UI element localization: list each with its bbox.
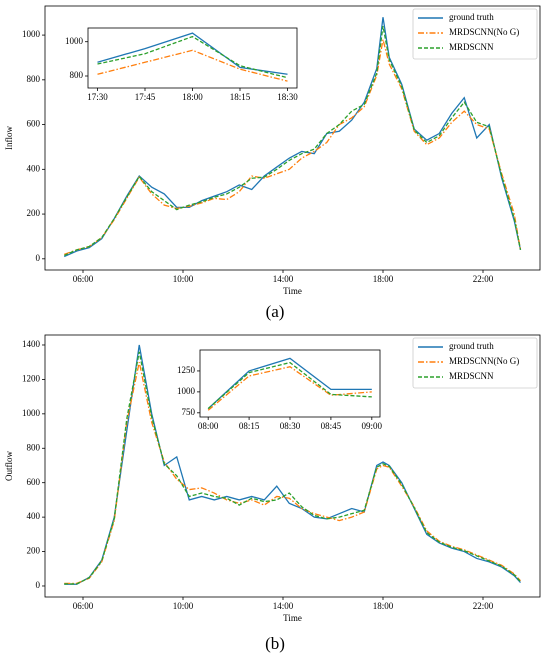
series-line — [207, 357, 372, 410]
legend-label: ground truth — [449, 341, 494, 351]
legend-label: MRDSCNN — [449, 42, 494, 52]
series-line — [63, 26, 522, 257]
x-tick-label: 22:00 — [473, 601, 494, 611]
legend-label: MRDSCNN(No G) — [449, 27, 519, 37]
series-line — [207, 361, 372, 410]
x-tick-label: 06:00 — [73, 274, 94, 284]
panel-label: (a) — [266, 302, 285, 321]
legend-label: MRDSCNN(No G) — [449, 356, 519, 366]
x-tick-label: 18:30 — [277, 92, 298, 102]
legend-label: MRDSCNN — [449, 371, 494, 381]
y-tick-label: 750 — [182, 407, 196, 417]
y-tick-label: 1000 — [65, 36, 84, 46]
inset-frame — [199, 349, 381, 418]
y-tick-label: 600 — [27, 477, 41, 487]
y-tick-label: 800 — [27, 74, 41, 84]
x-tick-label: 08:45 — [321, 421, 342, 431]
y-tick-label: 0 — [36, 253, 41, 263]
x-tick-label: 08:15 — [239, 421, 260, 431]
series-line — [64, 351, 521, 585]
x-tick-label: 10:00 — [173, 274, 194, 284]
y-tick-label: 1250 — [177, 365, 196, 375]
x-tick-label: 17:45 — [135, 92, 156, 102]
legend-box — [412, 8, 538, 60]
y-tick-label: 800 — [27, 442, 41, 452]
series-line — [97, 49, 288, 82]
y-tick-label: 1000 — [177, 386, 196, 396]
y-tick-label: 800 — [70, 70, 84, 80]
y-axis-label: Outflow — [4, 451, 14, 481]
x-tick-label: 09:00 — [362, 421, 383, 431]
panel-label: (b) — [265, 634, 285, 653]
x-tick-label: 06:00 — [73, 601, 94, 611]
x-tick-label: 18:00 — [373, 601, 394, 611]
y-tick-label: 1400 — [22, 339, 41, 349]
series-line — [64, 362, 521, 585]
series-line — [207, 366, 372, 411]
series-line — [64, 39, 522, 255]
y-tick-label: 200 — [27, 546, 41, 556]
y-tick-label: 400 — [27, 163, 41, 173]
x-tick-label: 08:30 — [280, 421, 301, 431]
y-tick-label: 400 — [27, 511, 41, 521]
y-axis-label: Inflow — [4, 126, 14, 150]
x-tick-label: 18:00 — [182, 92, 203, 102]
y-tick-label: 1200 — [22, 373, 41, 383]
x-tick-label: 18:15 — [230, 92, 251, 102]
x-tick-label: 14:00 — [273, 274, 294, 284]
y-tick-label: 1000 — [22, 408, 41, 418]
x-axis-label: Time — [283, 613, 302, 623]
x-tick-label: 08:00 — [198, 421, 219, 431]
x-tick-label: 22:00 — [473, 274, 494, 284]
legend-box — [412, 337, 538, 389]
series-line — [97, 35, 288, 79]
series-line — [63, 17, 522, 258]
x-tick-label: 10:00 — [173, 601, 194, 611]
x-tick-label: 14:00 — [273, 601, 294, 611]
x-axis-label: Time — [283, 286, 302, 296]
y-tick-label: 200 — [27, 208, 41, 218]
x-tick-label: 18:00 — [373, 274, 394, 284]
y-tick-label: 1000 — [22, 29, 41, 39]
x-tick-label: 17:30 — [87, 92, 108, 102]
y-tick-label: 600 — [27, 119, 41, 129]
y-tick-label: 0 — [36, 580, 41, 590]
legend-label: ground truth — [449, 12, 494, 22]
